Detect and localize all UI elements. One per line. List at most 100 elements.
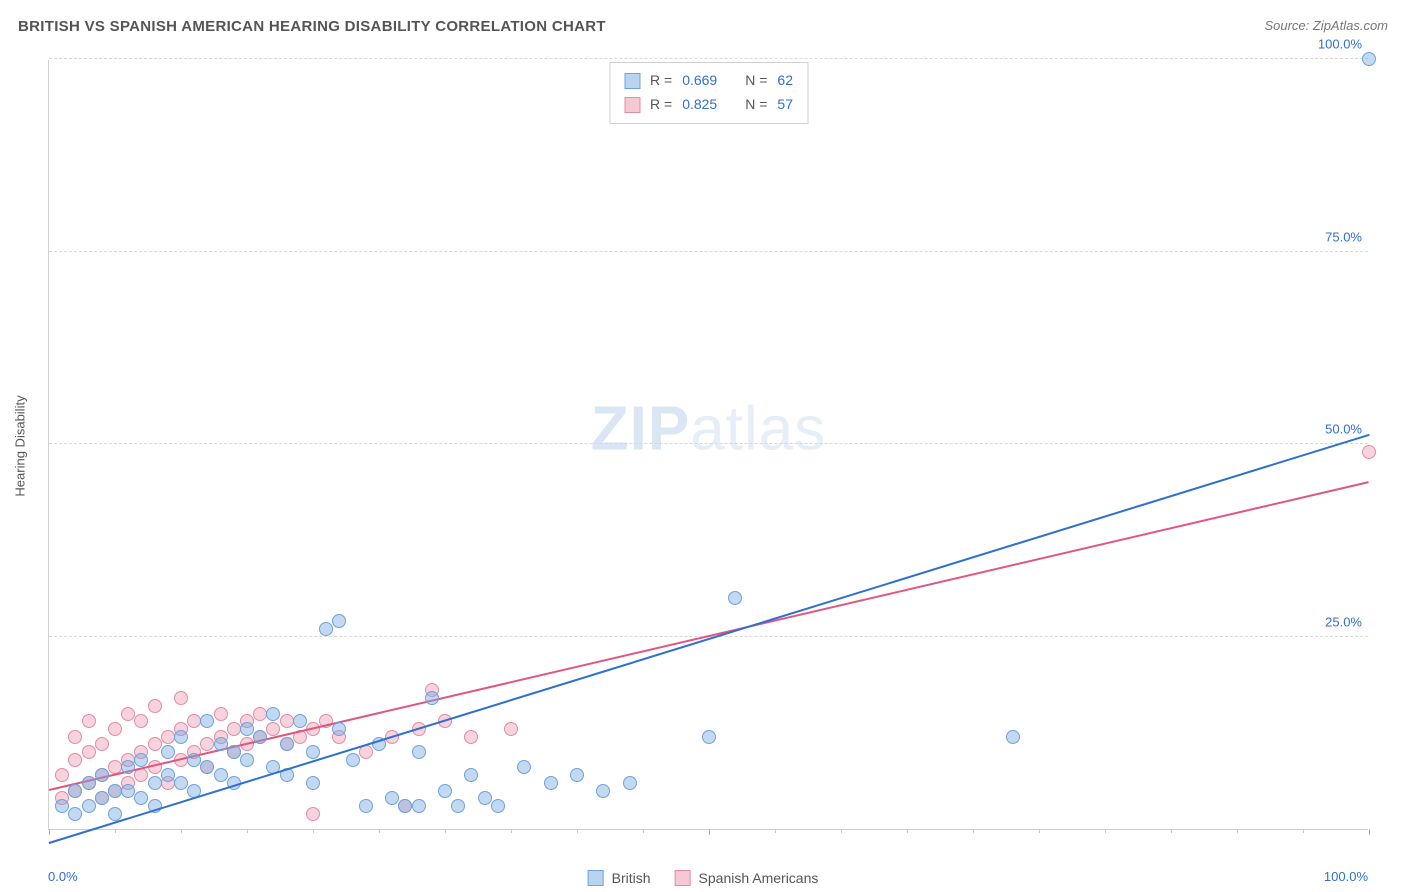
legend-item: British [588, 870, 651, 886]
spanish-point [148, 699, 162, 713]
british-point [306, 745, 320, 759]
legend-swatch [675, 870, 691, 886]
legend-n-label: N = [745, 93, 767, 117]
x-tick-minor [907, 829, 908, 833]
british-point [517, 760, 531, 774]
british-point [1006, 730, 1020, 744]
x-tick-minor [247, 829, 248, 833]
british-point [200, 760, 214, 774]
spanish-point [82, 745, 96, 759]
chart-title: BRITISH VS SPANISH AMERICAN HEARING DISA… [18, 18, 606, 35]
x-tick-minor [841, 829, 842, 833]
x-tick-minor [313, 829, 314, 833]
british-point [332, 614, 346, 628]
british-point [68, 784, 82, 798]
spanish-point [134, 714, 148, 728]
british-point [346, 753, 360, 767]
x-tick-minor [1237, 829, 1238, 833]
y-tick-label: 100.0% [1318, 37, 1362, 52]
x-tick-minor [1039, 829, 1040, 833]
british-point [121, 784, 135, 798]
spanish-point [161, 730, 175, 744]
british-point [240, 722, 254, 736]
british-point [95, 768, 109, 782]
legend-series-label: British [612, 870, 651, 886]
spanish-point [504, 722, 518, 736]
spanish-point [1362, 445, 1376, 459]
british-point [464, 768, 478, 782]
x-tick-minor [181, 829, 182, 833]
series-legend: British Spanish Americans [588, 870, 819, 886]
x-tick-major [49, 829, 50, 835]
legend-series-label: Spanish Americans [699, 870, 819, 886]
watermark: ZIPatlas [591, 394, 826, 465]
british-point [200, 714, 214, 728]
spanish-point [82, 714, 96, 728]
british-point [478, 791, 492, 805]
british-point [412, 745, 426, 759]
x-tick-minor [643, 829, 644, 833]
x-tick-minor [115, 829, 116, 833]
british-point [214, 737, 228, 751]
legend-n-value: 62 [777, 69, 793, 93]
x-tick-label: 0.0% [48, 869, 78, 884]
british-point [1362, 52, 1376, 66]
spanish-point [68, 730, 82, 744]
spanish-point [214, 707, 228, 721]
legend-r-label: R = [650, 69, 672, 93]
british-point [134, 753, 148, 767]
legend-n-label: N = [745, 69, 767, 93]
british-point [425, 691, 439, 705]
spanish-point [464, 730, 478, 744]
british-point [174, 730, 188, 744]
correlation-legend: R =0.669N =62R =0.825N =57 [609, 62, 808, 124]
british-point [570, 768, 584, 782]
chart-plot-area: ZIPatlas R =0.669N =62R =0.825N =57 25.0… [48, 60, 1368, 830]
spanish-point [95, 737, 109, 751]
spanish-point [280, 714, 294, 728]
x-tick-minor [379, 829, 380, 833]
x-tick-minor [1105, 829, 1106, 833]
british-point [121, 760, 135, 774]
legend-row: R =0.825N =57 [624, 93, 793, 117]
x-tick-major [1369, 829, 1370, 835]
gridline [49, 251, 1368, 252]
source-label: Source: ZipAtlas.com [1264, 18, 1388, 33]
british-point [227, 745, 241, 759]
british-point [187, 753, 201, 767]
x-tick-major [709, 829, 710, 835]
british-point [728, 591, 742, 605]
british-point [161, 745, 175, 759]
british-point [161, 768, 175, 782]
spanish-point [108, 722, 122, 736]
spanish-point [55, 768, 69, 782]
british-point [174, 776, 188, 790]
x-tick-minor [775, 829, 776, 833]
british-point [68, 807, 82, 821]
legend-item: Spanish Americans [675, 870, 819, 886]
y-tick-label: 25.0% [1325, 614, 1362, 629]
british-point [596, 784, 610, 798]
gridline [49, 443, 1368, 444]
spanish-point [68, 753, 82, 767]
british-point [134, 791, 148, 805]
legend-swatch [624, 73, 640, 89]
spanish-point [306, 807, 320, 821]
legend-swatch [624, 97, 640, 113]
y-tick-label: 75.0% [1325, 229, 1362, 244]
y-tick-label: 50.0% [1325, 422, 1362, 437]
spanish-point [148, 737, 162, 751]
british-point [55, 799, 69, 813]
legend-r-label: R = [650, 93, 672, 117]
british-point [108, 807, 122, 821]
legend-swatch [588, 870, 604, 886]
x-tick-minor [511, 829, 512, 833]
british-point [108, 784, 122, 798]
british-point [491, 799, 505, 813]
x-tick-minor [1303, 829, 1304, 833]
british-point [359, 799, 373, 813]
spanish-point [266, 722, 280, 736]
british-point [266, 707, 280, 721]
watermark-rest: atlas [690, 395, 826, 464]
british-point [451, 799, 465, 813]
